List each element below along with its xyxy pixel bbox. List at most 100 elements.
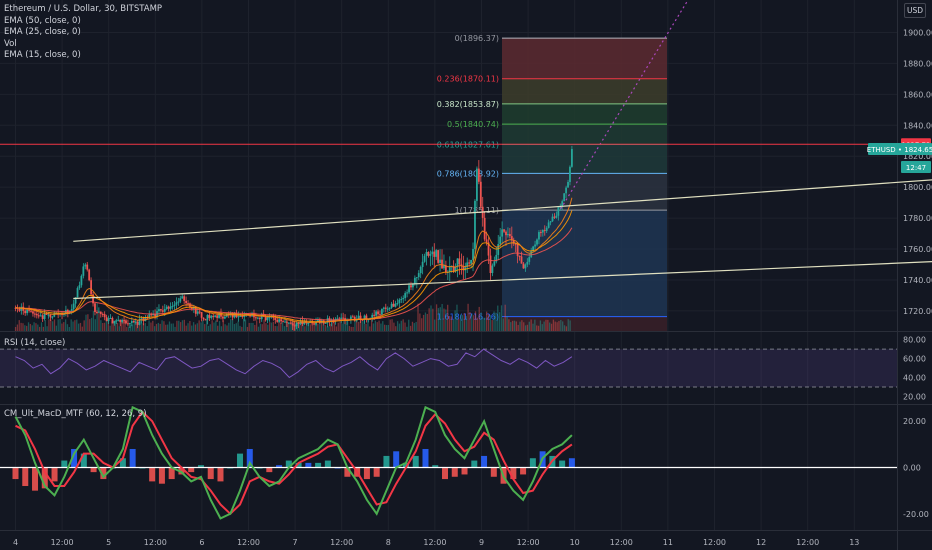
macd-pane-title[interactable]: CM_Ult_MacD_MTF (60, 12, 26, 9): [4, 409, 147, 419]
last-price-tag: [868, 143, 932, 156]
volume-bar: [519, 321, 521, 331]
volume-bar: [545, 319, 547, 331]
fib-level-label: 0.786(1808.92): [437, 169, 499, 178]
time-axis-tick: 12:00: [144, 538, 167, 547]
candle-body: [520, 256, 523, 264]
macd-histogram-bar: [178, 467, 185, 475]
volume-bar: [211, 320, 213, 331]
candle-body: [154, 313, 156, 317]
candle-body: [53, 313, 56, 317]
volume-bar: [330, 323, 332, 331]
macd-histogram-bar: [188, 467, 195, 473]
volume-bar: [437, 308, 440, 331]
macd-axis-tick: 20.00: [903, 417, 926, 426]
candle-body: [466, 262, 469, 268]
volume-bar: [87, 314, 89, 331]
volume-bar: [226, 325, 228, 331]
macd-histogram-bar: [61, 460, 68, 468]
volume-bar: [356, 321, 358, 331]
volume-bar: [98, 310, 100, 331]
volume-bar: [307, 322, 310, 331]
volume-bar: [408, 319, 410, 331]
macd-histogram-bar: [217, 467, 224, 482]
volume-bar: [198, 320, 200, 331]
volume-bar: [456, 304, 458, 331]
legend-ema-15[interactable]: EMA (15, close, 0): [4, 50, 81, 60]
candle-body: [524, 264, 527, 269]
time-axis-tick: 8: [386, 538, 391, 547]
symbol-title[interactable]: Ethereum / U.S. Dollar, 30, BITSTAMP: [4, 4, 163, 14]
volume-bar: [37, 324, 39, 331]
candle-body: [49, 314, 52, 318]
candle-body: [458, 258, 461, 265]
price-axis-tick: 1840.00: [903, 121, 932, 130]
volume-bar: [154, 326, 156, 331]
candle-body: [510, 236, 513, 241]
macd-histogram-bar: [197, 465, 204, 468]
candle-body: [196, 311, 199, 314]
candle-body: [210, 315, 213, 318]
macd-histogram-bar: [344, 467, 351, 477]
volume-bar: [170, 323, 172, 331]
candle-body: [501, 229, 504, 237]
fib-level-label: 0.5(1840.74): [447, 120, 499, 129]
volume-bar: [135, 320, 137, 331]
candle-body: [214, 315, 217, 317]
price-axis-tick: 1820.00: [903, 152, 932, 161]
candle-body: [476, 168, 478, 201]
volume-bar: [246, 326, 249, 331]
candle-body: [377, 311, 379, 315]
candle-body: [97, 311, 100, 313]
candle-body: [191, 307, 193, 310]
volume-bar: [341, 323, 343, 331]
candle-body: [173, 304, 176, 306]
candle-body: [429, 254, 432, 256]
legend-ema-50[interactable]: EMA (50, close, 0): [4, 15, 81, 26]
candle-body: [571, 149, 573, 167]
volume-bar: [560, 319, 562, 331]
time-axis-tick: 12:00: [423, 538, 446, 547]
candle-body: [276, 320, 279, 322]
volume-bar: [450, 316, 453, 331]
volume-bar: [26, 325, 28, 331]
candle-body: [160, 309, 162, 311]
volume-bar: [202, 320, 204, 331]
macd-histogram-bar: [559, 460, 566, 468]
price-axis-tick: 1880.00: [903, 59, 932, 68]
volume-bar: [484, 317, 486, 331]
legend-volume[interactable]: Vol: [4, 38, 17, 49]
volume-bar: [76, 319, 78, 331]
volume-bar: [463, 313, 466, 331]
volume-bar: [139, 325, 141, 331]
candle-body: [90, 280, 93, 295]
candle-body: [505, 231, 507, 236]
volume-bar: [383, 324, 386, 331]
candle-body: [439, 259, 441, 263]
candle-body: [456, 258, 459, 268]
rsi-axis-tick: 80.00: [903, 336, 926, 345]
candle-body: [119, 319, 122, 322]
candle-body: [99, 311, 102, 314]
currency-button[interactable]: USD: [904, 3, 926, 18]
volume-bar: [81, 326, 83, 331]
candle-body: [177, 301, 180, 303]
macd-histogram-bar: [490, 467, 497, 477]
candle-body: [386, 308, 389, 310]
volume-bar: [44, 319, 46, 331]
volume-bar: [460, 314, 462, 331]
price-axis-tick: 1800.00: [903, 183, 932, 192]
volume-bar: [372, 323, 375, 331]
volume-bar: [92, 311, 95, 331]
volume-bar: [530, 319, 532, 331]
volume-bar: [352, 326, 354, 331]
volume-bar: [46, 326, 48, 331]
rsi-pane-title[interactable]: RSI (14, close): [4, 338, 66, 348]
candle-body: [204, 319, 207, 321]
legend-ema-25[interactable]: EMA (25, close, 0): [4, 27, 81, 37]
volume-bar: [248, 322, 250, 331]
volume-bar: [332, 321, 334, 331]
candle-body: [549, 221, 552, 223]
volume-bar: [382, 321, 384, 331]
volume-bar: [409, 325, 412, 331]
